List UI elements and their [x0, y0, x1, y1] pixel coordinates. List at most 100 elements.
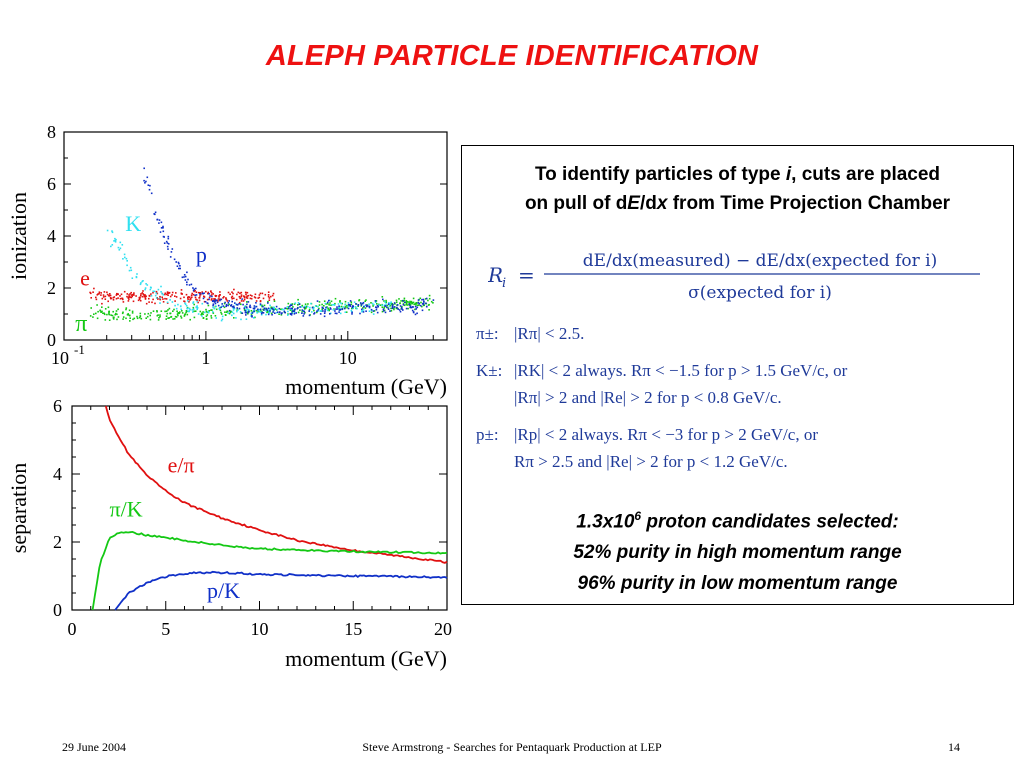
scatter-point — [240, 295, 243, 298]
scatter-point — [208, 310, 210, 312]
scatter-point — [171, 291, 174, 294]
scatter-point — [304, 311, 306, 314]
scatter-point — [185, 311, 187, 314]
scatter-point — [354, 305, 357, 308]
scatter-point — [381, 296, 384, 298]
scatter-point — [203, 296, 206, 298]
scatter-point — [318, 307, 320, 310]
scatter-point — [362, 309, 365, 311]
scatter-point — [157, 319, 160, 321]
cut-proton: p±: |Rp| < 2 always. Rπ < −3 for p > 2 G… — [476, 421, 1006, 475]
scatter-point — [329, 307, 332, 309]
scatter-point — [206, 298, 209, 301]
scatter-point — [207, 310, 209, 313]
scatter-point — [417, 299, 420, 301]
y-tick-label: 2 — [53, 532, 62, 552]
separation-plot: 0 2 4 6 0 5 10 15 20 separation momentum (GeV) e/π π… — [0, 396, 460, 676]
scatter-point — [101, 306, 103, 308]
cut-line: |Rπ| > 2 and |Re| > 2 for p < 0.8 GeV/c. — [514, 388, 782, 407]
scatter-point — [185, 305, 188, 307]
scatter-point — [272, 292, 275, 295]
scatter-point — [376, 304, 379, 307]
scatter-point — [421, 305, 423, 308]
scatter-point — [268, 297, 271, 299]
scatter-point — [127, 300, 130, 302]
scatter-point — [129, 320, 131, 322]
scatter-point — [385, 299, 387, 302]
scatter-point — [322, 307, 325, 310]
scatter-point — [192, 311, 194, 313]
scatter-point — [231, 314, 233, 317]
scatter-point — [177, 261, 180, 264]
scatter-point — [188, 310, 190, 312]
scatter-point — [396, 306, 398, 309]
scatter-point — [379, 304, 382, 306]
scatter-point — [174, 304, 176, 307]
scatter-point — [385, 301, 388, 303]
scatter-point — [126, 260, 128, 262]
scatter-point — [121, 312, 124, 315]
scatter-point — [112, 299, 115, 301]
scatter-point — [127, 314, 130, 316]
scatter-point — [148, 297, 150, 300]
x-tick-label: 10 — [251, 619, 269, 639]
scatter-point — [124, 256, 126, 259]
scatter-point — [197, 291, 200, 294]
scatter-point — [267, 291, 270, 293]
scatter-point — [374, 301, 377, 303]
scatter-point — [230, 304, 232, 307]
scatter-point — [249, 297, 252, 300]
scatter-point — [358, 299, 360, 302]
scatter-point — [133, 317, 136, 320]
scatter-point — [133, 292, 135, 294]
cut-label: π±: — [476, 324, 499, 343]
series-label: π/K — [110, 497, 143, 522]
scatter-point — [115, 312, 117, 315]
scatter-point — [297, 307, 299, 309]
scatter-point — [329, 313, 331, 315]
scatter-point — [257, 297, 259, 299]
scatter-point — [107, 294, 110, 297]
scatter-point — [409, 300, 411, 303]
scatter-point — [393, 308, 395, 311]
scatter-point — [144, 313, 146, 315]
scatter-point — [192, 287, 194, 289]
scatter-point — [327, 302, 329, 305]
scatter-point — [313, 313, 315, 315]
scatter-point — [163, 242, 166, 244]
x-tick-label: 15 — [344, 619, 362, 639]
scatter-point — [240, 318, 242, 321]
scatter-point — [228, 300, 230, 302]
scatter-point — [173, 258, 176, 261]
scatter-point — [180, 289, 183, 291]
scatter-point — [183, 274, 186, 276]
scatter-point — [142, 280, 144, 282]
scatter-point — [167, 309, 169, 311]
intro-italic-x: x — [656, 193, 668, 214]
scatter-point — [428, 303, 430, 306]
scatter-point — [386, 306, 388, 309]
scatter-point — [425, 297, 428, 300]
scatter-point — [424, 298, 427, 300]
scatter-point — [106, 293, 109, 296]
scatter-point — [345, 305, 348, 307]
scatter-point — [122, 298, 124, 301]
scatter-point — [272, 306, 274, 309]
cut-pion: π±: |Rπ| < 2.5. — [476, 320, 1006, 347]
y-tick-label: 0 — [47, 330, 56, 350]
scatter-point — [405, 302, 408, 304]
formula-eq: = — [518, 263, 535, 287]
scatter-point — [193, 310, 195, 313]
scatter-point — [301, 312, 303, 314]
scatter-point — [347, 302, 350, 304]
scatter-point — [193, 290, 195, 293]
scatter-point — [287, 313, 289, 315]
scatter-point — [297, 298, 299, 301]
scatter-point — [122, 301, 125, 303]
scatter-point — [364, 300, 366, 302]
scatter-point — [181, 276, 184, 279]
scatter-point — [339, 309, 342, 311]
scatter-point — [303, 313, 305, 315]
scatter-point — [106, 229, 109, 232]
scatter-point — [400, 307, 403, 309]
